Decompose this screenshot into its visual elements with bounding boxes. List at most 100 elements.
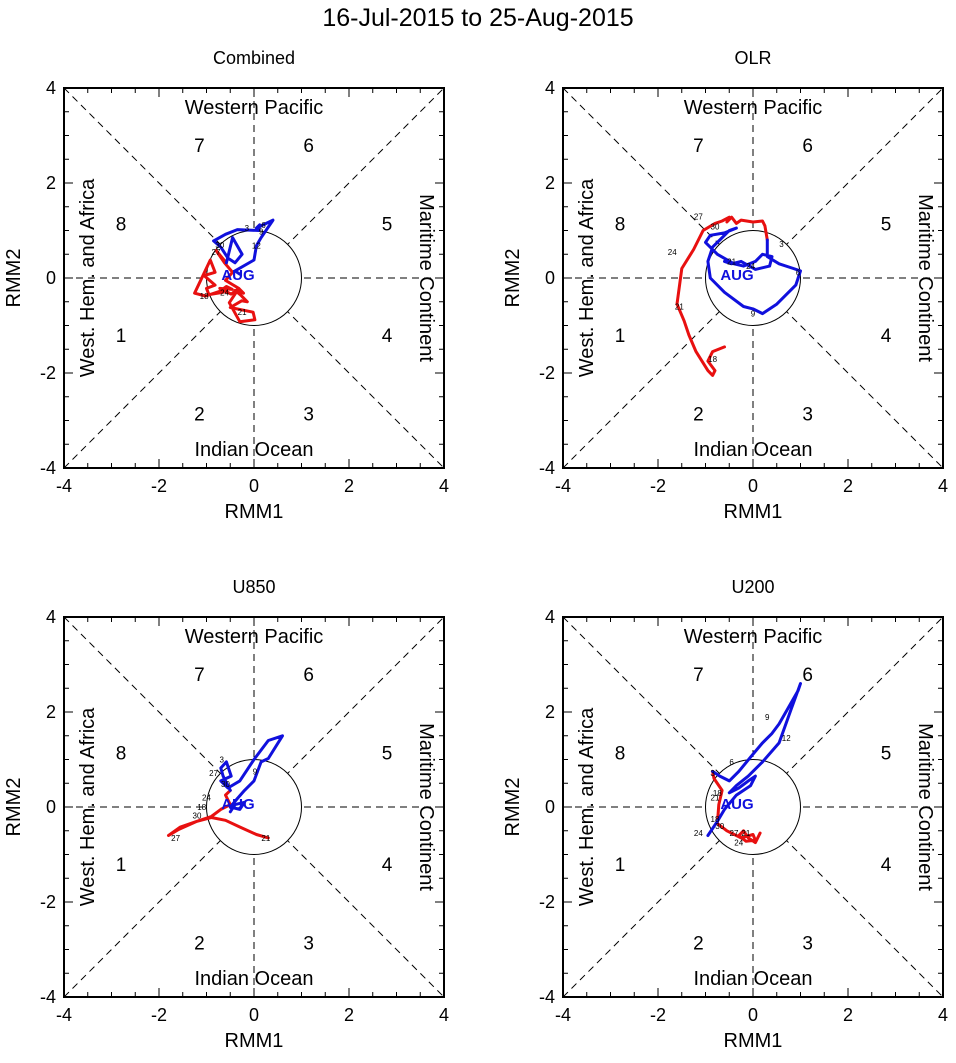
y-tick-label: -2 — [40, 892, 56, 912]
day-label: 27 — [730, 829, 739, 838]
y-tick-label: 4 — [545, 78, 555, 98]
panel-title: Combined — [213, 48, 295, 68]
x-tick-label: 0 — [249, 476, 259, 496]
region-label-indian-ocean: Indian Ocean — [694, 439, 813, 461]
region-label-maritime-continent: Maritime Continent — [415, 723, 437, 891]
region-label-western-pacific: Western Pacific — [684, 97, 823, 119]
y-tick-label: -4 — [539, 458, 555, 478]
day-label: 12 — [782, 734, 791, 743]
phase-label-6: 6 — [802, 665, 813, 686]
day-label: 18 — [713, 789, 722, 798]
y-tick-label: 2 — [545, 173, 555, 193]
day-label: 24 — [734, 839, 743, 848]
trajectory-july — [675, 215, 769, 377]
y-tick-label: -4 — [40, 458, 56, 478]
region-label-maritime-continent: Maritime Continent — [914, 194, 936, 362]
day-label: 9 — [259, 227, 264, 236]
phase-label-5: 5 — [881, 743, 892, 764]
region-label-indian-ocean: Indian Ocean — [195, 968, 314, 990]
phase-label-3: 3 — [303, 404, 314, 425]
panel-title: U850 — [232, 577, 275, 597]
day-label: 24 — [746, 262, 755, 271]
region-label-western-pacific: Western Pacific — [185, 626, 324, 648]
month-label-aug: AUG — [221, 267, 254, 284]
day-label: 24 — [220, 288, 229, 297]
phase-label-5: 5 — [382, 214, 393, 235]
day-label: 18 — [708, 355, 717, 364]
phase-label-5: 5 — [382, 743, 393, 764]
day-label: 3 — [219, 756, 224, 765]
day-label: 30 — [193, 812, 202, 821]
phase-label-1: 1 — [116, 326, 127, 347]
phase-label-2: 2 — [693, 933, 704, 954]
day-label: 21 — [711, 794, 720, 803]
day-label: 21 — [238, 308, 247, 317]
y-tick-label: 2 — [46, 173, 56, 193]
phase-label-3: 3 — [802, 404, 813, 425]
day-label: 6 — [729, 758, 734, 767]
x-tick-label: 2 — [344, 1005, 354, 1025]
x-tick-label: 4 — [439, 1005, 449, 1025]
trajectory-august — [704, 226, 802, 316]
region-label-west-hem-africa: West. Hem. and Africa — [77, 178, 99, 377]
x-tick-label: 0 — [748, 1005, 758, 1025]
day-label: 24 — [668, 248, 677, 257]
x-tick-label: 2 — [843, 476, 853, 496]
y-tick-label: 0 — [46, 797, 56, 817]
day-label: 18 — [711, 815, 720, 824]
x-tick-label: -2 — [650, 476, 666, 496]
trajectory-july — [711, 769, 762, 845]
x-axis-label: RMM1 — [225, 501, 284, 523]
day-label: 27 — [209, 769, 218, 778]
x-axis-label: RMM1 — [724, 501, 783, 523]
day-label: 21 — [727, 257, 736, 266]
phase-label-7: 7 — [693, 136, 704, 157]
y-axis-label: RMM2 — [502, 778, 524, 837]
unit-circle — [705, 230, 801, 326]
trajectory-august — [219, 734, 284, 814]
y-axis-label: RMM2 — [502, 249, 524, 308]
x-tick-label: 2 — [344, 476, 354, 496]
day-label: 3 — [710, 769, 715, 778]
x-tick-label: -4 — [56, 1005, 72, 1025]
phase-label-8: 8 — [116, 214, 127, 235]
day-label: 6 — [796, 268, 801, 277]
day-label: 21 — [741, 829, 750, 838]
y-axis-label: RMM2 — [3, 778, 25, 837]
day-label: 21 — [675, 303, 684, 312]
trajectory-july — [167, 788, 270, 840]
y-tick-label: -2 — [539, 363, 555, 383]
phase-label-3: 3 — [303, 933, 314, 954]
phase-label-4: 4 — [881, 855, 892, 876]
phase-label-8: 8 — [116, 743, 127, 764]
y-tick-label: 0 — [545, 797, 555, 817]
phase-label-4: 4 — [382, 855, 393, 876]
day-label: 21 — [261, 834, 270, 843]
x-tick-label: -4 — [555, 1005, 571, 1025]
x-tick-label: 0 — [249, 1005, 259, 1025]
trajectory-july — [193, 248, 257, 324]
panel-title: U200 — [731, 577, 774, 597]
region-label-maritime-continent: Maritime Continent — [415, 194, 437, 362]
day-label: 27 — [212, 248, 221, 257]
region-label-west-hem-africa: West. Hem. and Africa — [576, 178, 598, 377]
y-tick-label: 4 — [46, 78, 56, 98]
day-label: 27 — [694, 212, 703, 221]
phase-label-4: 4 — [382, 326, 393, 347]
x-tick-label: 4 — [938, 1005, 948, 1025]
region-label-west-hem-africa: West. Hem. and Africa — [77, 707, 99, 906]
phase-label-7: 7 — [194, 665, 205, 686]
phase-label-5: 5 — [881, 214, 892, 235]
x-tick-label: -4 — [555, 476, 571, 496]
day-label: 9 — [253, 767, 258, 776]
day-label: 18 — [197, 803, 206, 812]
x-tick-label: 4 — [938, 476, 948, 496]
phase-label-3: 3 — [802, 933, 813, 954]
day-label: 3 — [245, 224, 250, 233]
day-label: 9 — [751, 310, 756, 319]
y-tick-label: 0 — [545, 268, 555, 288]
phase-label-7: 7 — [693, 665, 704, 686]
y-tick-label: 4 — [46, 607, 56, 627]
